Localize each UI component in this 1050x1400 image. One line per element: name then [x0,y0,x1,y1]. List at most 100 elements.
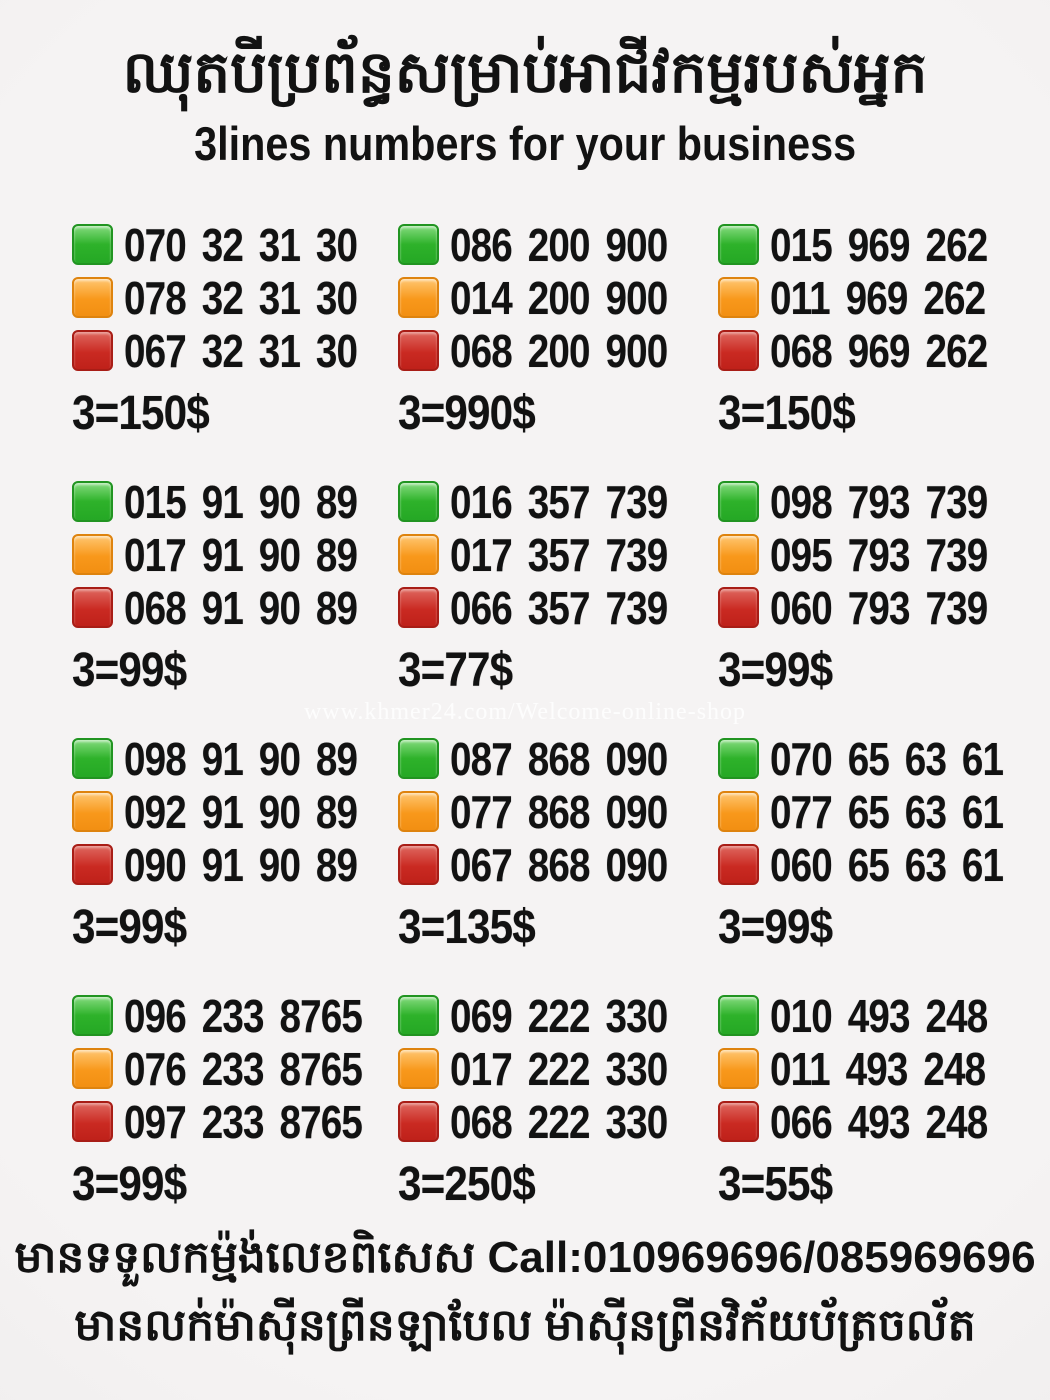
number-line: 092 91 90 89 [72,785,398,838]
phone-number: 017 222 330 [450,1042,668,1095]
price-label: 3=150$ [72,387,210,440]
red-square-icon [398,1101,439,1142]
orange-square-icon [718,791,759,832]
price-label: 3=99$ [72,901,187,954]
phone-number: 015 969 262 [770,218,988,271]
red-square-icon [398,330,439,371]
number-line: 060 793 739 [718,581,1044,634]
orange-square-icon [398,277,439,318]
phone-number: 067 868 090 [450,838,668,891]
phone-number: 096 233 8765 [124,989,363,1042]
phone-number: 077 65 63 61 [770,785,1004,838]
orange-square-icon [398,1048,439,1089]
number-line: 017 357 739 [398,528,718,581]
number-line: 066 357 739 [398,581,718,634]
phone-number: 010 493 248 [770,989,988,1042]
phone-number: 066 493 248 [770,1095,988,1148]
phone-number: 014 200 900 [450,271,668,324]
number-group-7: 098 91 90 89 092 91 90 89 090 91 90 89 3… [72,732,398,954]
green-square-icon [718,224,759,265]
green-square-icon [398,224,439,265]
phone-number: 060 65 63 61 [770,838,1004,891]
number-group-1: 070 32 31 30 078 32 31 30 067 32 31 30 3… [72,218,398,440]
orange-square-icon [72,791,113,832]
number-line: 011 969 262 [718,271,1044,324]
phone-number: 090 91 90 89 [124,838,358,891]
number-line: 015 91 90 89 [72,475,398,528]
green-square-icon [398,738,439,779]
orange-square-icon [718,277,759,318]
green-square-icon [398,995,439,1036]
number-line: 014 200 900 [398,271,718,324]
number-group-11: 069 222 330 017 222 330 068 222 330 3=25… [398,989,718,1211]
price-label: 3=99$ [718,901,833,954]
number-group-3: 015 969 262 011 969 262 068 969 262 3=15… [718,218,1044,440]
number-group-10: 096 233 8765 076 233 8765 097 233 8765 3… [72,989,398,1211]
number-line: 017 91 90 89 [72,528,398,581]
red-square-icon [72,1101,113,1142]
number-line: 010 493 248 [718,989,1044,1042]
number-line: 077 868 090 [398,785,718,838]
phone-number: 077 868 090 [450,785,668,838]
page-title-khmer: ឈុតបីប្រព័ន្ធសម្រាប់អាជីវកម្មរបស់អ្នក [122,40,928,105]
price-label: 3=99$ [72,1158,187,1211]
phone-number: 016 357 739 [450,475,668,528]
phone-number: 060 793 739 [770,581,988,634]
phone-number: 068 91 90 89 [124,581,358,634]
number-line: 096 233 8765 [72,989,398,1042]
phone-number: 017 357 739 [450,528,668,581]
phone-number: 098 793 739 [770,475,988,528]
orange-square-icon [718,534,759,575]
orange-square-icon [398,534,439,575]
phone-number: 086 200 900 [450,218,668,271]
number-line: 086 200 900 [398,218,718,271]
phone-number: 097 233 8765 [124,1095,363,1148]
number-line: 016 357 739 [398,475,718,528]
green-square-icon [718,738,759,779]
number-line: 097 233 8765 [72,1095,398,1148]
number-line: 060 65 63 61 [718,838,1044,891]
price-label: 3=99$ [72,644,187,697]
watermark: www.khmer24.com/Welcome-online-shop [303,699,747,725]
footer-call-numbers: Call:010969696/085969696 [487,1233,1036,1282]
red-square-icon [398,587,439,628]
phone-number: 095 793 739 [770,528,988,581]
red-square-icon [72,330,113,371]
phone-number: 070 65 63 61 [770,732,1004,785]
phone-number: 066 357 739 [450,581,668,634]
number-line: 070 65 63 61 [718,732,1044,785]
phone-number: 017 91 90 89 [124,528,358,581]
number-line: 068 200 900 [398,324,718,377]
price-label: 3=150$ [718,387,856,440]
number-line: 069 222 330 [398,989,718,1042]
phone-number: 011 493 248 [770,1042,986,1095]
footer-order-text-khmer: មានទទួលកម្ម៉ង់លេខពិសេស [14,1233,476,1282]
phone-number: 076 233 8765 [124,1042,363,1095]
number-line: 011 493 248 [718,1042,1044,1095]
number-line: 095 793 739 [718,528,1044,581]
price-label: 3=77$ [398,644,513,697]
red-square-icon [72,844,113,885]
phone-number: 069 222 330 [450,989,668,1042]
green-square-icon [72,995,113,1036]
number-line: 077 65 63 61 [718,785,1044,838]
number-line: 067 32 31 30 [72,324,398,377]
number-line: 017 222 330 [398,1042,718,1095]
phone-number: 068 969 262 [770,324,988,377]
footer-order-line: មានទទួលកម្ម៉ង់លេខពិសេស Call:010969696/08… [0,1230,1050,1294]
number-group-5: 016 357 739 017 357 739 066 357 739 3=77… [398,475,718,697]
page-subtitle: 3lines numbers for your business [0,116,1050,171]
number-line: 076 233 8765 [72,1042,398,1095]
orange-square-icon [72,534,113,575]
phone-number: 068 200 900 [450,324,668,377]
number-grid: 070 32 31 30 078 32 31 30 067 32 31 30 3… [72,218,1044,1211]
number-line: 090 91 90 89 [72,838,398,891]
red-square-icon [72,587,113,628]
green-square-icon [718,995,759,1036]
price-label: 3=99$ [718,644,833,697]
number-group-9: 070 65 63 61 077 65 63 61 060 65 63 61 3… [718,732,1044,954]
orange-square-icon [72,1048,113,1089]
number-group-8: 087 868 090 077 868 090 067 868 090 3=13… [398,732,718,954]
orange-square-icon [72,277,113,318]
phone-number: 070 32 31 30 [124,218,358,271]
